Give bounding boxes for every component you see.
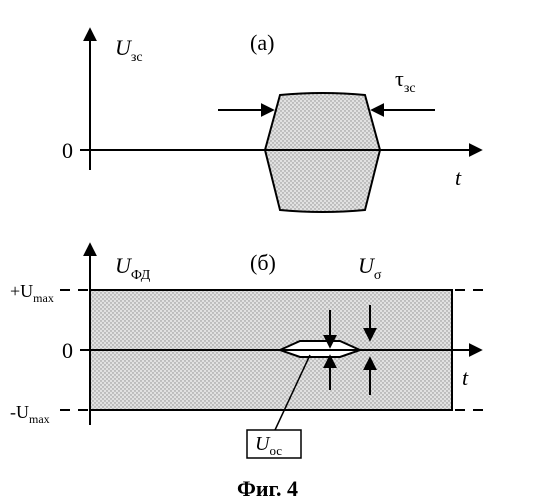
panel-b-zero-label: 0 — [62, 338, 73, 363]
figure-4: (а) 0 Uзс t τзс — [0, 0, 535, 500]
panel-a-label: (а) — [250, 30, 274, 55]
panel-b-x-axis-label: t — [462, 365, 469, 390]
panel-b-umax-minus: -Umax — [10, 402, 50, 426]
panel-b-bottom-band — [90, 350, 452, 410]
panel-a-y-axis-label: Uзс — [115, 35, 143, 65]
figure-caption: Фиг. 4 — [0, 476, 535, 502]
panel-b: (б) 0 UФД Uσ t +Umax -Umax Uос — [0, 240, 535, 470]
panel-a-zero-label: 0 — [62, 138, 73, 163]
panel-b-umax-plus: +Umax — [10, 281, 54, 305]
panel-a-tau-label: τзс — [395, 66, 416, 96]
panel-a-x-axis-label: t — [455, 165, 462, 190]
panel-b-label: (б) — [250, 250, 276, 275]
panel-b-sigma-label: Uσ — [358, 253, 382, 283]
panel-a: (а) 0 Uзс t τзс — [0, 10, 535, 220]
panel-b-y-axis-label: UФД — [115, 253, 151, 283]
panel-b-top-band — [90, 290, 452, 350]
panel-a-pulse — [265, 93, 380, 212]
